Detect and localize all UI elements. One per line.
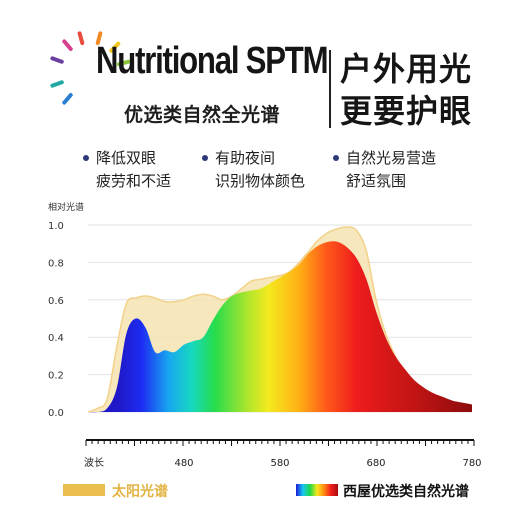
feature-text: 自然光易营造: [346, 149, 437, 167]
sun-ray: [77, 31, 85, 46]
sun-rays-icon: [50, 31, 131, 105]
feature-text: 识别物体颜色: [215, 172, 306, 190]
y-tick-label: 1.0: [48, 221, 64, 232]
y-tick-label: 0.8: [48, 258, 64, 269]
feature-text: 疲劳和不适: [96, 172, 172, 190]
headline-line-2: 更要护眼: [340, 92, 473, 130]
product-subtitle-cn: 优选类自然全光谱: [124, 104, 281, 126]
sun-ray: [62, 92, 73, 105]
series-area-spectrum: [88, 241, 472, 413]
sun-ray: [95, 31, 103, 46]
sun-ray: [109, 41, 121, 53]
feature-text: 有助夜间: [215, 149, 276, 167]
legend-label-spectrum: 西屋优选类自然光谱: [343, 484, 469, 500]
y-tick-label: 0.6: [48, 296, 64, 307]
sun-ray: [50, 80, 64, 88]
sun-ray: [62, 39, 73, 52]
product-title-en: Nutritional SPTM: [96, 40, 329, 82]
x-tick-label: 780: [462, 458, 481, 469]
title-divider: [329, 50, 331, 128]
feature-text: 舒适氛围: [346, 172, 407, 190]
x-tick-label: 680: [366, 458, 385, 469]
feature-item: 降低双眼 疲劳和不适: [83, 147, 172, 193]
legend-swatch-spectrum: [296, 484, 338, 496]
sun-ray: [50, 56, 64, 64]
y-tick-label: 0.0: [48, 408, 64, 419]
feature-text: 降低双眼: [96, 149, 157, 167]
x-tick-label: 480: [174, 458, 193, 469]
bullet-dot: [83, 155, 89, 161]
legend-label-sunlight: 太阳光谱: [112, 484, 168, 500]
y-axis-label: 相对光谱: [48, 201, 84, 213]
x-axis-label: 波长: [84, 456, 104, 469]
feature-item: 自然光易营造 舒适氛围: [333, 147, 437, 193]
bullet-dot: [333, 155, 339, 161]
sun-ray: [116, 59, 131, 67]
headline-line-1: 户外用光: [340, 50, 473, 88]
feature-item: 有助夜间 识别物体颜色: [202, 147, 306, 193]
legend-swatch-sunlight: [63, 484, 105, 496]
y-tick-label: 0.2: [48, 371, 64, 382]
y-tick-label: 0.4: [48, 333, 64, 344]
x-tick-label: 580: [270, 458, 289, 469]
bullet-dot: [202, 155, 208, 161]
